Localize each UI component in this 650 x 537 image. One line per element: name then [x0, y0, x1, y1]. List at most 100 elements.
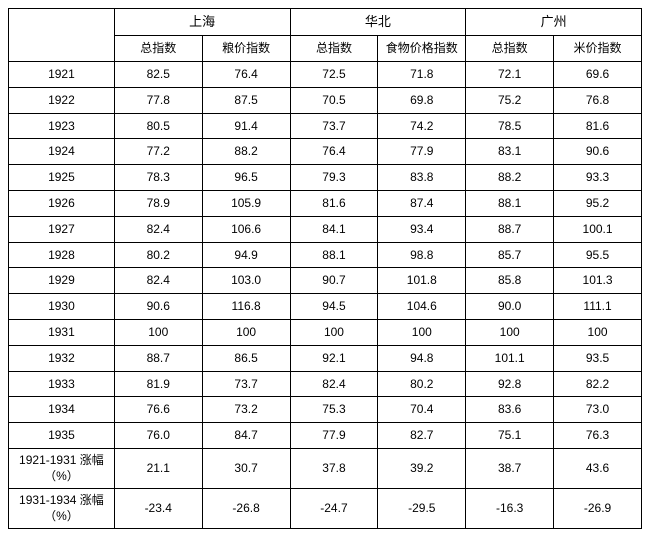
- data-cell: 82.4: [114, 268, 202, 294]
- row-label: 1921: [9, 61, 115, 87]
- data-cell: 100: [554, 319, 642, 345]
- table-row: 192578.396.579.383.888.293.3: [9, 165, 642, 191]
- data-cell: 82.7: [378, 423, 466, 449]
- data-cell: -24.7: [290, 489, 378, 529]
- data-cell: 73.2: [202, 397, 290, 423]
- table-row: 192477.288.276.477.983.190.6: [9, 139, 642, 165]
- data-cell: 100: [378, 319, 466, 345]
- data-cell: 43.6: [554, 448, 642, 488]
- data-cell: 85.7: [466, 242, 554, 268]
- data-cell: 90.0: [466, 294, 554, 320]
- data-cell: 83.8: [378, 165, 466, 191]
- data-cell: 39.2: [378, 448, 466, 488]
- data-cell: 101.3: [554, 268, 642, 294]
- data-cell: 92.1: [290, 345, 378, 371]
- data-cell: 94.9: [202, 242, 290, 268]
- region-header-shanghai: 上海: [114, 9, 290, 36]
- data-cell: 76.4: [290, 139, 378, 165]
- data-cell: 69.6: [554, 61, 642, 87]
- table-row: 192182.576.472.571.872.169.6: [9, 61, 642, 87]
- data-cell: 78.3: [114, 165, 202, 191]
- data-cell: 74.2: [378, 113, 466, 139]
- table-row: 193288.786.592.194.8101.193.5: [9, 345, 642, 371]
- row-label: 1933: [9, 371, 115, 397]
- table-row: 192380.591.473.774.278.581.6: [9, 113, 642, 139]
- data-cell: 100: [466, 319, 554, 345]
- table-row: 192982.4103.090.7101.885.8101.3: [9, 268, 642, 294]
- data-cell: 75.1: [466, 423, 554, 449]
- data-cell: 111.1: [554, 294, 642, 320]
- table-row: 192678.9105.981.687.488.195.2: [9, 190, 642, 216]
- data-cell: 90.6: [114, 294, 202, 320]
- data-cell: 80.2: [114, 242, 202, 268]
- data-cell: 75.3: [290, 397, 378, 423]
- data-cell: 90.6: [554, 139, 642, 165]
- data-cell: 88.1: [290, 242, 378, 268]
- data-cell: 82.4: [290, 371, 378, 397]
- data-cell: -23.4: [114, 489, 202, 529]
- row-label: 1926: [9, 190, 115, 216]
- data-cell: 72.5: [290, 61, 378, 87]
- data-cell: 93.5: [554, 345, 642, 371]
- data-cell: 103.0: [202, 268, 290, 294]
- corner-cell: [9, 9, 115, 62]
- table-row: 193576.084.777.982.775.176.3: [9, 423, 642, 449]
- data-cell: 80.2: [378, 371, 466, 397]
- data-cell: 76.6: [114, 397, 202, 423]
- data-cell: 96.5: [202, 165, 290, 191]
- row-label: 1931-1934 涨幅（%）: [9, 489, 115, 529]
- data-cell: 94.8: [378, 345, 466, 371]
- data-cell: 105.9: [202, 190, 290, 216]
- data-cell: 38.7: [466, 448, 554, 488]
- sub-header: 总指数: [114, 36, 202, 62]
- row-label: 1929: [9, 268, 115, 294]
- table-row: 193381.973.782.480.292.882.2: [9, 371, 642, 397]
- data-cell: 100.1: [554, 216, 642, 242]
- data-cell: 21.1: [114, 448, 202, 488]
- data-cell: 101.1: [466, 345, 554, 371]
- data-cell: -29.5: [378, 489, 466, 529]
- data-cell: 77.2: [114, 139, 202, 165]
- data-cell: 76.8: [554, 87, 642, 113]
- data-cell: 95.5: [554, 242, 642, 268]
- data-cell: 88.7: [114, 345, 202, 371]
- data-cell: 77.9: [378, 139, 466, 165]
- data-cell: 104.6: [378, 294, 466, 320]
- data-cell: 70.5: [290, 87, 378, 113]
- data-cell: 88.2: [466, 165, 554, 191]
- data-cell: 106.6: [202, 216, 290, 242]
- data-cell: 100: [202, 319, 290, 345]
- table-body: 192182.576.472.571.872.169.6192277.887.5…: [9, 61, 642, 528]
- data-cell: 116.8: [202, 294, 290, 320]
- data-cell: 84.1: [290, 216, 378, 242]
- data-cell: 71.8: [378, 61, 466, 87]
- data-cell: 77.8: [114, 87, 202, 113]
- table-row: 193476.673.275.370.483.673.0: [9, 397, 642, 423]
- table-row: 192782.4106.684.193.488.7100.1: [9, 216, 642, 242]
- region-header-row: 上海 华北 广州: [9, 9, 642, 36]
- data-cell: 87.5: [202, 87, 290, 113]
- data-cell: 78.9: [114, 190, 202, 216]
- data-cell: 90.7: [290, 268, 378, 294]
- table-header: 上海 华北 广州 总指数 粮价指数 总指数 食物价格指数 总指数 米价指数: [9, 9, 642, 62]
- sub-header: 总指数: [466, 36, 554, 62]
- data-cell: 86.5: [202, 345, 290, 371]
- price-index-table: 上海 华北 广州 总指数 粮价指数 总指数 食物价格指数 总指数 米价指数 19…: [8, 8, 642, 529]
- data-cell: 100: [290, 319, 378, 345]
- row-label: 1930: [9, 294, 115, 320]
- data-cell: 92.8: [466, 371, 554, 397]
- table-row: 1931100100100100100100: [9, 319, 642, 345]
- row-label: 1923: [9, 113, 115, 139]
- data-cell: 76.0: [114, 423, 202, 449]
- data-cell: 73.0: [554, 397, 642, 423]
- data-cell: 88.2: [202, 139, 290, 165]
- sub-header: 米价指数: [554, 36, 642, 62]
- data-cell: 93.4: [378, 216, 466, 242]
- data-cell: 83.1: [466, 139, 554, 165]
- data-cell: 30.7: [202, 448, 290, 488]
- data-cell: 98.8: [378, 242, 466, 268]
- data-cell: 101.8: [378, 268, 466, 294]
- row-label: 1932: [9, 345, 115, 371]
- data-cell: 76.4: [202, 61, 290, 87]
- row-label: 1931: [9, 319, 115, 345]
